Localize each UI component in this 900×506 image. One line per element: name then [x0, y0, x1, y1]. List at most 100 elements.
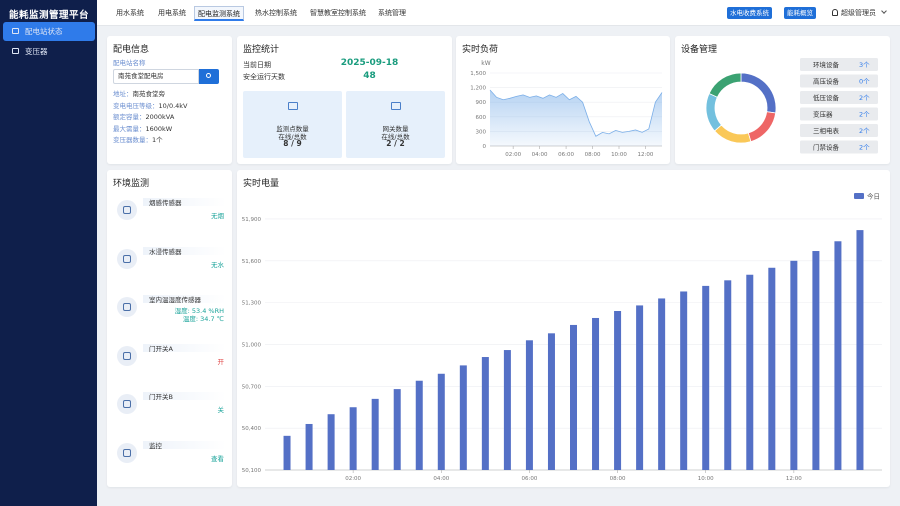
detail-value: 10/0.4kV: [158, 101, 188, 110]
bar: [481, 357, 489, 470]
legend-label: 变压器: [813, 110, 833, 119]
x-tick-label: 12:00: [786, 476, 802, 482]
bar: [702, 285, 710, 470]
detail-value: 2000kVA: [145, 113, 175, 121]
nav-tab[interactable]: 智慧教室控制系统: [310, 9, 366, 17]
legend-box: [800, 91, 878, 104]
load-line: [489, 89, 663, 137]
legend-label: 环境设备: [813, 60, 840, 69]
user-menu[interactable]: 超级管理员: [832, 7, 887, 19]
card-icon: [288, 102, 298, 110]
bar: [834, 241, 842, 470]
sidebar: 能耗监测管理平台 配电站状态 变压器: [0, 0, 97, 506]
legend-value: 3个: [859, 61, 870, 69]
legend-value: 2个: [859, 127, 870, 135]
x-tick-label: 04:00: [433, 476, 449, 482]
sensor-row: 室内温湿度传感器 湿度: 53.4 %RH 温度: 34.7 ℃: [113, 291, 226, 331]
sensor-status: 温度: 34.7 ℃: [182, 315, 224, 323]
y-tick-label: 1,500: [470, 71, 486, 77]
sensor-glyph: [123, 400, 131, 408]
menu-icon: [12, 48, 19, 54]
bar: [746, 274, 754, 470]
bar: [525, 340, 533, 470]
y-tick-label: 51,300: [242, 301, 262, 307]
x-tick-label: 02:00: [345, 476, 361, 482]
bar: [680, 291, 688, 470]
date-value: 2025-09-18: [340, 58, 399, 68]
chart-svg: 50,100 50,400 50,700 51,000 51,300 51,600 51,9…: [242, 192, 882, 482]
x-tick-label: 06:00: [558, 152, 574, 158]
detail-label: 变压器数量：: [113, 136, 152, 144]
chart-panel: 实时负荷 0 300 600 900 1,200 1,500 02:00 04:00 06:00 0…: [456, 36, 670, 164]
sensor-bar: [143, 392, 226, 400]
legend-label: 今日: [867, 192, 880, 201]
sensor-row: 烟感传感器 无烟: [113, 194, 226, 234]
nav-tab[interactable]: 用水系统: [116, 9, 144, 17]
search-button[interactable]: [199, 69, 219, 84]
panel-title: 环境监测: [113, 179, 150, 189]
bar: [592, 317, 600, 470]
nav-tab[interactable]: 热水控制系统: [255, 9, 297, 17]
detail-value: 1个: [152, 136, 163, 144]
sensor-row: 监控 查看: [113, 437, 226, 477]
sensor-icon: [117, 297, 137, 317]
detail-row: 最大需量：1600kW: [113, 123, 172, 133]
pie-slice: [713, 124, 752, 144]
detail-label: 额定容量：: [113, 113, 146, 121]
bar: [393, 389, 401, 470]
bar: [812, 251, 820, 470]
legend-label: 三相电表: [813, 126, 840, 135]
detail-value: 南苑食堂旁: [132, 90, 166, 98]
panel-title: 监控统计: [243, 45, 280, 55]
x-tick-label: 04:00: [532, 152, 548, 158]
stat-card: 网关数量 在线/总数 2 / 2: [346, 91, 445, 158]
panel-title: 设备管理: [681, 45, 718, 55]
y-tick-label: 1,200: [470, 86, 486, 92]
search-icon: [206, 73, 211, 78]
legend-box: [800, 74, 878, 88]
date-label: 当前日期: [243, 61, 271, 69]
sensor-icon: [117, 345, 137, 366]
card-value: 2 / 2: [386, 139, 405, 148]
y-tick-label: 0: [483, 144, 487, 150]
legend-box: [800, 107, 878, 121]
card-sub: 在线/总数: [381, 133, 410, 141]
nav-button[interactable]: 能耗概览: [784, 7, 816, 19]
bar: [327, 414, 335, 470]
x-tick-label: 12:00: [638, 152, 654, 158]
days-label: 安全运行天数: [243, 73, 285, 81]
nav-tab[interactable]: 系统管理: [378, 9, 406, 17]
y-tick-label: 300: [476, 129, 487, 135]
sensor-status: 无水: [211, 260, 224, 269]
load-area: [490, 90, 662, 146]
bar: [547, 333, 555, 470]
menu-item[interactable]: 配电站状态: [3, 22, 95, 41]
nav-button[interactable]: 水电收费系统: [727, 7, 772, 19]
user-name: 超级管理员: [841, 9, 876, 17]
nav-tab[interactable]: 配电监测系统: [194, 6, 244, 21]
sensor-status: 关: [217, 406, 225, 414]
y-tick-label: 51,900: [242, 217, 262, 223]
menu-label: 配电站状态: [25, 27, 63, 36]
y-axis-label: kW: [481, 60, 490, 67]
sensor-bar: [143, 246, 226, 255]
detail-label: 变电电压等级：: [113, 101, 159, 110]
nav-tab[interactable]: 用电系统: [158, 9, 186, 17]
station-input[interactable]: 南苑食堂配电房: [113, 69, 199, 84]
card-sub: 在线/总数: [278, 133, 307, 141]
bar: [658, 298, 666, 470]
stat-card: 监测点数量 在线/总数 8 / 9: [243, 91, 342, 158]
power-info-panel: 配电信息 配电站名称 南苑食堂配电房 地址：南苑食堂旁 变电电压等级：10/0.4kV 额…: [107, 36, 232, 164]
sensor-status: 湿度: 53.4 %RH: [174, 307, 224, 315]
bar: [614, 311, 622, 470]
pie-slice: [705, 92, 722, 132]
legend-box: [800, 124, 878, 137]
y-tick-label: 51,600: [242, 259, 262, 265]
sensor-bar: [143, 343, 226, 352]
field-label: 配电站名称: [113, 59, 146, 67]
user-icon: [832, 9, 838, 16]
menu-label: 变压器: [25, 47, 48, 56]
environment-panel: 环境监测 烟感传感器 无烟 水浸传感器 无水 室内温湿度传感器 湿度: 53.4 %RH 温度…: [107, 170, 232, 487]
menu-item[interactable]: 变压器: [3, 42, 95, 61]
